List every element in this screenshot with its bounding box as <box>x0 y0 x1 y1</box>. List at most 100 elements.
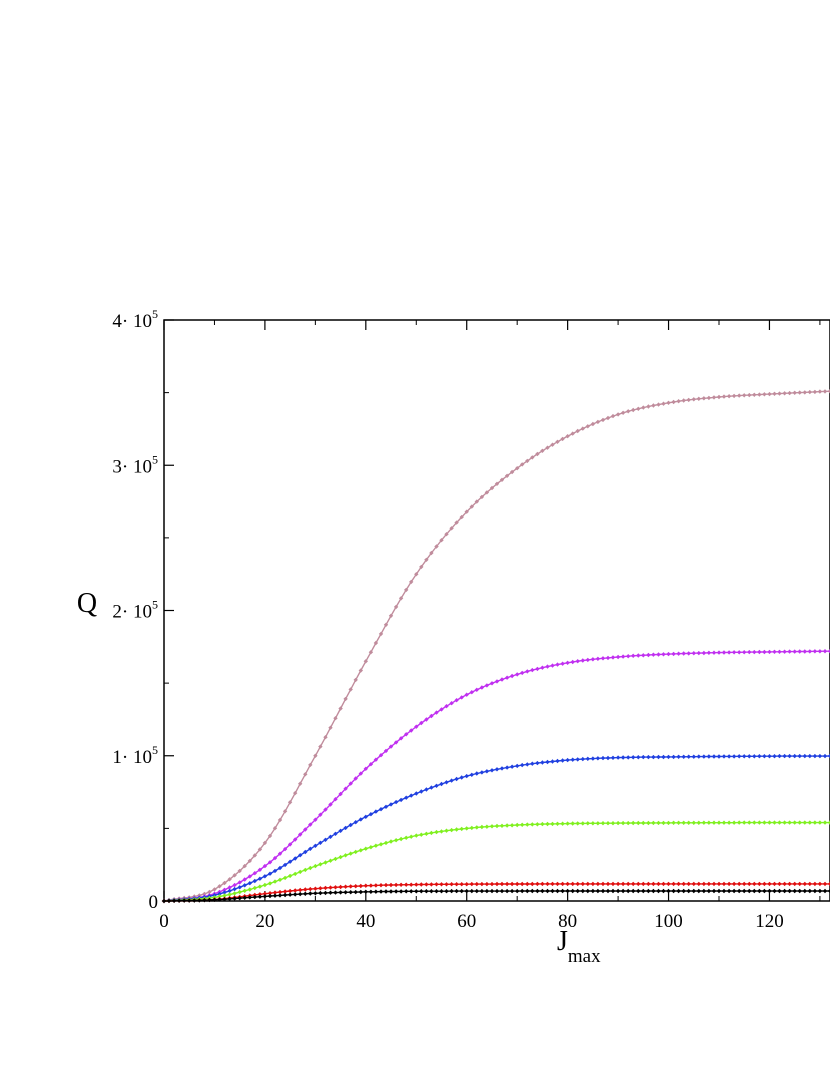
data-point <box>822 389 828 394</box>
data-point <box>570 881 575 887</box>
data-point <box>303 772 308 777</box>
data-point <box>747 888 752 894</box>
data-point <box>348 781 353 786</box>
data-point <box>404 835 409 840</box>
data-point <box>439 707 444 712</box>
data-point <box>293 856 298 861</box>
data-point <box>303 827 308 832</box>
data-point <box>358 817 363 822</box>
data-point <box>615 654 621 660</box>
data-point <box>439 889 444 894</box>
data-point <box>388 744 394 749</box>
data-point <box>545 881 550 887</box>
data-point <box>363 814 368 819</box>
data-point <box>217 894 222 899</box>
data-point <box>409 882 414 887</box>
data-point <box>504 473 510 478</box>
data-point <box>313 891 318 896</box>
data-point <box>429 889 434 894</box>
data-point <box>631 888 636 894</box>
data-point <box>747 649 752 655</box>
data-point <box>323 890 328 896</box>
y-tick-label-base: 1· 10 <box>112 747 152 768</box>
data-point <box>641 405 646 410</box>
data-point <box>802 881 807 887</box>
data-point <box>499 677 505 682</box>
data-point <box>520 822 525 827</box>
data-point <box>328 885 333 890</box>
data-point <box>424 787 429 792</box>
y-tick-label-base: 3· 10 <box>112 456 152 477</box>
data-point <box>812 888 818 894</box>
data-point <box>262 882 268 888</box>
data-point <box>318 890 323 896</box>
data-point <box>378 807 384 812</box>
data-point <box>348 884 353 889</box>
data-point <box>737 754 742 759</box>
data-point <box>267 881 273 886</box>
data-point <box>353 677 358 683</box>
data-point <box>474 771 479 776</box>
data-point <box>247 895 252 900</box>
data-point <box>792 390 797 395</box>
data-point <box>293 837 298 842</box>
data-point <box>525 881 530 887</box>
data-point <box>287 800 293 805</box>
data-point <box>414 833 419 838</box>
data-point <box>706 395 712 401</box>
data-point <box>530 888 535 894</box>
data-point <box>666 881 671 887</box>
data-point <box>479 494 485 500</box>
data-point <box>363 659 368 664</box>
data-point <box>202 891 207 897</box>
data-point <box>822 888 828 894</box>
data-point <box>252 885 257 891</box>
series-line <box>163 755 830 902</box>
data-point <box>610 413 616 419</box>
data-point <box>626 755 631 760</box>
data-point <box>353 884 358 889</box>
data-point <box>282 846 288 852</box>
data-point <box>348 890 353 895</box>
data-point <box>459 888 464 894</box>
data-point <box>298 891 303 897</box>
data-point <box>550 759 555 764</box>
data-point <box>383 882 389 888</box>
data-point <box>666 820 671 826</box>
data-point <box>585 881 590 887</box>
data-point <box>373 883 379 888</box>
data-point <box>459 695 464 700</box>
data-point <box>217 891 222 897</box>
data-point <box>338 890 343 895</box>
data-point <box>398 797 404 803</box>
data-point <box>646 888 651 894</box>
data-point <box>353 820 358 825</box>
data-point <box>565 660 570 665</box>
data-point <box>414 882 419 887</box>
data-point <box>464 888 469 894</box>
data-point <box>767 649 772 655</box>
data-point <box>282 892 288 898</box>
data-point <box>827 888 830 894</box>
data-point <box>303 887 308 892</box>
data-point <box>600 656 606 661</box>
data-point <box>681 888 686 894</box>
data-point <box>267 891 273 896</box>
data-point <box>696 888 701 894</box>
data-point <box>282 809 288 814</box>
data-point <box>338 828 343 833</box>
data-point <box>469 690 474 695</box>
data-point <box>757 649 762 655</box>
data-point <box>298 887 303 893</box>
data-point <box>772 888 777 894</box>
data-point <box>731 650 737 655</box>
data-point <box>762 754 767 759</box>
data-point <box>701 881 707 887</box>
data-point <box>610 821 616 826</box>
data-point <box>721 394 727 399</box>
data-point <box>575 428 580 434</box>
data-point <box>575 659 580 664</box>
data-point <box>333 885 338 890</box>
data-point <box>560 436 565 442</box>
data-point <box>767 754 772 759</box>
